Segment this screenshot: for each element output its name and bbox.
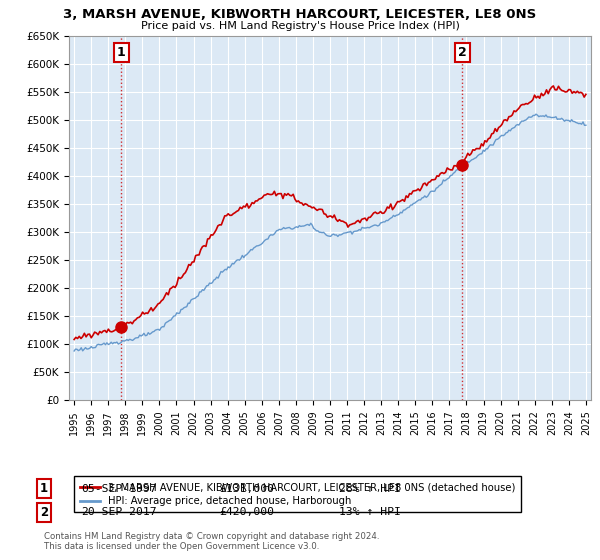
Legend: 3, MARSH AVENUE, KIBWORTH HARCOURT, LEICESTER, LE8 0NS (detached house), HPI: Av: 3, MARSH AVENUE, KIBWORTH HARCOURT, LEIC… — [74, 477, 521, 512]
Text: £420,000: £420,000 — [219, 507, 274, 517]
Text: 2: 2 — [458, 46, 467, 59]
Text: 1: 1 — [40, 482, 48, 496]
Text: 28% ↑ HPI: 28% ↑ HPI — [339, 484, 401, 494]
Text: 2: 2 — [40, 506, 48, 519]
Text: 1: 1 — [116, 46, 125, 59]
Text: Price paid vs. HM Land Registry's House Price Index (HPI): Price paid vs. HM Land Registry's House … — [140, 21, 460, 31]
Text: 13% ↑ HPI: 13% ↑ HPI — [339, 507, 401, 517]
Text: £131,000: £131,000 — [219, 484, 274, 494]
Text: 3, MARSH AVENUE, KIBWORTH HARCOURT, LEICESTER, LE8 0NS: 3, MARSH AVENUE, KIBWORTH HARCOURT, LEIC… — [64, 8, 536, 21]
Text: This data is licensed under the Open Government Licence v3.0.: This data is licensed under the Open Gov… — [44, 542, 319, 551]
Text: Contains HM Land Registry data © Crown copyright and database right 2024.: Contains HM Land Registry data © Crown c… — [44, 532, 379, 541]
Text: 20-SEP-2017: 20-SEP-2017 — [81, 507, 157, 517]
Text: 05-SEP-1997: 05-SEP-1997 — [81, 484, 157, 494]
